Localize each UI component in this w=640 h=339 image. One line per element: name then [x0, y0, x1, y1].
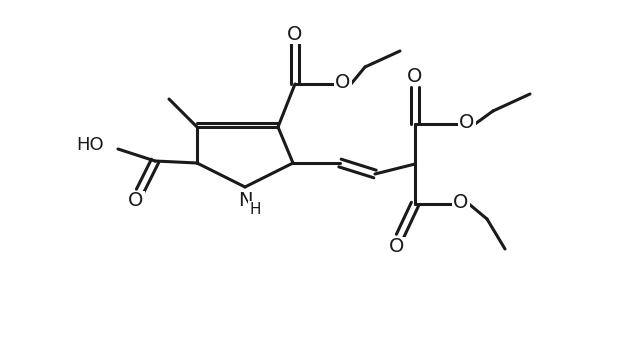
- Text: O: O: [407, 66, 422, 85]
- Text: O: O: [389, 238, 404, 257]
- Text: O: O: [335, 74, 351, 93]
- Text: HO: HO: [76, 136, 104, 154]
- Text: O: O: [128, 192, 144, 211]
- Text: H: H: [249, 201, 260, 217]
- Text: O: O: [287, 24, 303, 43]
- Text: N: N: [237, 192, 252, 211]
- Text: O: O: [453, 194, 468, 213]
- Text: O: O: [460, 114, 475, 133]
